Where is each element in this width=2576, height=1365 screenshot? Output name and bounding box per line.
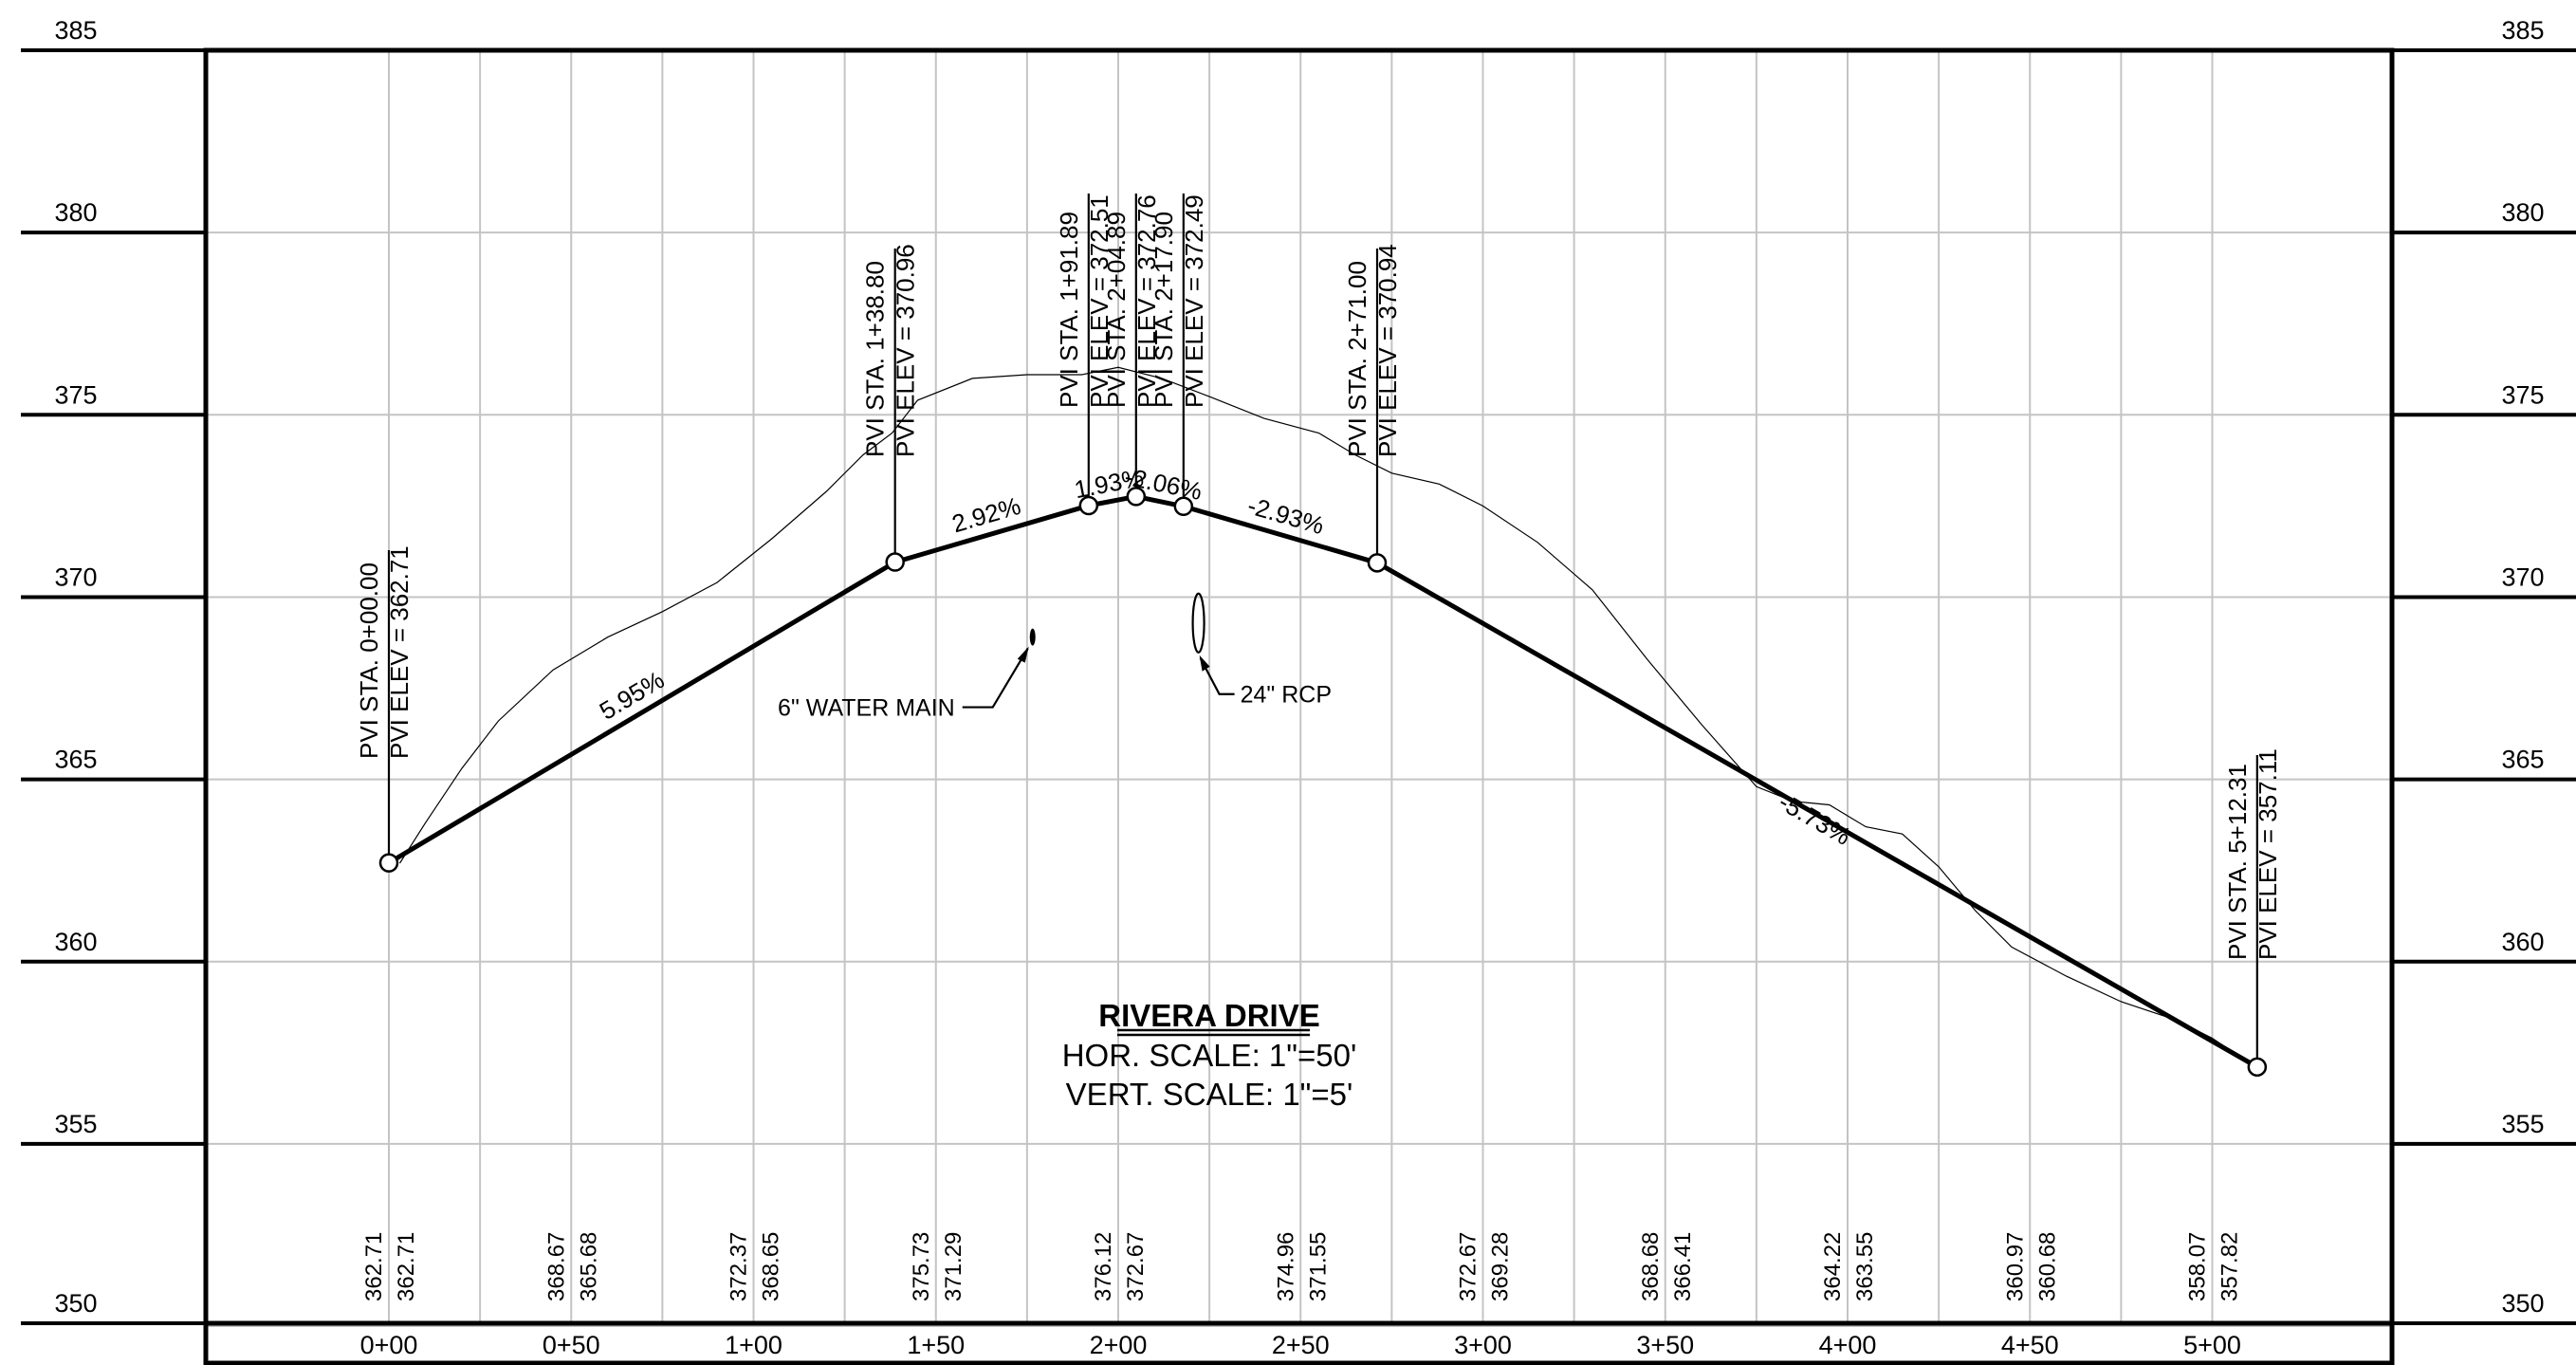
pvi-marker [1126, 487, 1147, 507]
pvi-elevation-label: PVI ELEV = 372.49 [1180, 194, 1208, 408]
pvi-station-label: PVI STA. 1+91.89 [1055, 212, 1083, 408]
existing-elevation-value: 362.71 [361, 1232, 387, 1301]
pvi-elevation-label: PVI ELEV = 372.76 [1132, 194, 1161, 408]
existing-elevation-value: 365.68 [576, 1232, 601, 1301]
proposed-grade-line [387, 493, 2259, 1069]
pvi-elevation-label: PVI ELEV = 357.11 [2254, 748, 2282, 960]
rcp-arrowhead [1199, 655, 1210, 672]
station-label: 1+00 [725, 1331, 782, 1359]
rcp-pipe-symbol [1191, 592, 1205, 654]
water-main-symbol [1029, 628, 1036, 646]
station-label: 4+50 [2001, 1331, 2059, 1359]
pvi-marker [1173, 496, 1194, 517]
existing-elevation-value: 358.07 [2185, 1232, 2211, 1301]
existing-elevation-value: 368.67 [543, 1232, 569, 1301]
elevation-label: 375 [54, 380, 97, 409]
station-label: 4+00 [1819, 1331, 1877, 1359]
station-label: 2+50 [1272, 1331, 1330, 1359]
existing-elevation-value: 376.12 [1091, 1232, 1116, 1301]
profile-title: RIVERA DRIVE [1098, 998, 1319, 1033]
existing-elevation-value: 363.55 [1852, 1232, 1878, 1301]
water-main-arrowhead [1017, 646, 1029, 663]
existing-elevation-value: 372.67 [1123, 1232, 1149, 1301]
pvi-marker [1078, 495, 1099, 516]
existing-elevation-value: 362.71 [394, 1232, 419, 1301]
water-main-label: 6" WATER MAIN [778, 695, 955, 722]
station-label: 0+00 [360, 1331, 418, 1359]
elevation-label: 355 [54, 1110, 97, 1138]
station-label: 0+50 [543, 1331, 600, 1359]
vertical-scale: VERT. SCALE: 1"=5' [1066, 1077, 1353, 1112]
elevation-label: 385 [2501, 16, 2544, 45]
elevation-label: 370 [54, 563, 97, 591]
pvi-marker [378, 853, 399, 873]
station-axis: 0+00 0+50 1+00 1+50 2+00 2+50 3+00 3+50 4+00 4+50… [360, 1331, 2241, 1359]
existing-elevation-value: 369.28 [1488, 1232, 1514, 1301]
pvi-elevation-label: PVI ELEV = 370.94 [1373, 244, 1402, 457]
pvi-layer: PVI STA. 0+00.00 PVI ELEV = 362.71 PVI STA… [355, 194, 2282, 1078]
existing-elevation-value: 371.29 [941, 1232, 966, 1301]
pvi-marker [885, 552, 905, 572]
elevation-label: 385 [54, 16, 97, 45]
existing-elevation-value: 371.55 [1305, 1232, 1331, 1301]
elevation-label: 360 [54, 928, 97, 956]
existing-elevation-value: 368.65 [759, 1232, 784, 1301]
elevation-axis-right: 385 380 375 370 365 360 355 350 [2392, 16, 2576, 1325]
elevation-label: 350 [2501, 1289, 2544, 1318]
existing-ground-line [398, 366, 2256, 1068]
grade-label: 2.92% [948, 491, 1023, 538]
station-label: 5+00 [2183, 1331, 2241, 1359]
existing-elevation-value: 357.82 [2217, 1232, 2243, 1301]
existing-elevation-value: 375.73 [909, 1232, 934, 1301]
pvi-station-label: PVI STA. 0+00.00 [355, 563, 383, 759]
pvi-elevation-label: PVI ELEV = 372.51 [1085, 194, 1113, 408]
pvi-elevation-label: PVI ELEV = 362.71 [385, 545, 414, 759]
rcp-label: 24" RCP [1241, 682, 1332, 709]
existing-elevation-value: 360.97 [2002, 1232, 2028, 1301]
utility-layer: 6" WATER MAIN 24" RCP [778, 592, 1332, 722]
profile-frame [203, 47, 2395, 1365]
title-block: RIVERA DRIVE HOR. SCALE: 1"=50' VERT. SC… [1062, 998, 1357, 1112]
station-label: 3+00 [1454, 1331, 1512, 1359]
existing-elevation-value: 364.22 [1820, 1232, 1846, 1301]
station-label: 2+00 [1090, 1331, 1148, 1359]
pvi-station-label: PVI STA. 2+04.89 [1102, 212, 1131, 408]
frame-layer [203, 47, 2395, 1365]
rcp-leader [1199, 657, 1235, 695]
station-label: 1+50 [907, 1331, 965, 1359]
proposed-grade-layer [387, 493, 2259, 1069]
existing-elevation-values: 362.71 362.71 368.67 365.68 372.37 368.65 375.… [361, 1232, 2243, 1301]
elevation-label: 350 [54, 1289, 97, 1318]
elevation-label: 365 [54, 746, 97, 774]
existing-elevation-value: 372.67 [1456, 1232, 1481, 1301]
elevation-axis-left: 385 380 375 370 365 360 355 350 [21, 16, 206, 1325]
elevation-label: 370 [2501, 563, 2544, 591]
pvi-elevation-label: PVI ELEV = 370.96 [892, 244, 920, 457]
existing-elevation-value: 372.37 [727, 1232, 752, 1301]
elevation-label: 355 [2501, 1110, 2544, 1138]
elevation-label: 375 [2501, 380, 2544, 409]
grade-label: -2.93% [1244, 490, 1327, 540]
existing-elevation-value: 366.41 [1670, 1232, 1696, 1301]
pvi-station-label: PVI STA. 2+71.00 [1343, 261, 1371, 457]
station-label: 3+50 [1636, 1331, 1694, 1359]
elevation-label: 365 [2501, 746, 2544, 774]
existing-elevation-value: 374.96 [1273, 1232, 1298, 1301]
grade-label: -5.73% [1774, 787, 1855, 851]
elevation-label: 380 [2501, 198, 2544, 227]
pvi-station-label: PVI STA. 2+17.90 [1150, 212, 1178, 408]
pvi-marker [2247, 1057, 2268, 1078]
pvi-station-label: PVI STA. 1+38.80 [861, 261, 890, 457]
existing-elevation-value: 360.68 [2034, 1232, 2060, 1301]
elevation-label: 380 [54, 198, 97, 227]
pvi-marker [1367, 553, 1388, 573]
water-main-leader [962, 648, 1029, 709]
pvi-station-label: PVI STA. 5+12.31 [2223, 764, 2252, 960]
existing-elevation-value: 368.68 [1638, 1232, 1664, 1301]
elevation-label: 360 [2501, 928, 2544, 956]
horizontal-scale: HOR. SCALE: 1"=50' [1062, 1038, 1357, 1073]
existing-ground-layer [398, 366, 2256, 1068]
